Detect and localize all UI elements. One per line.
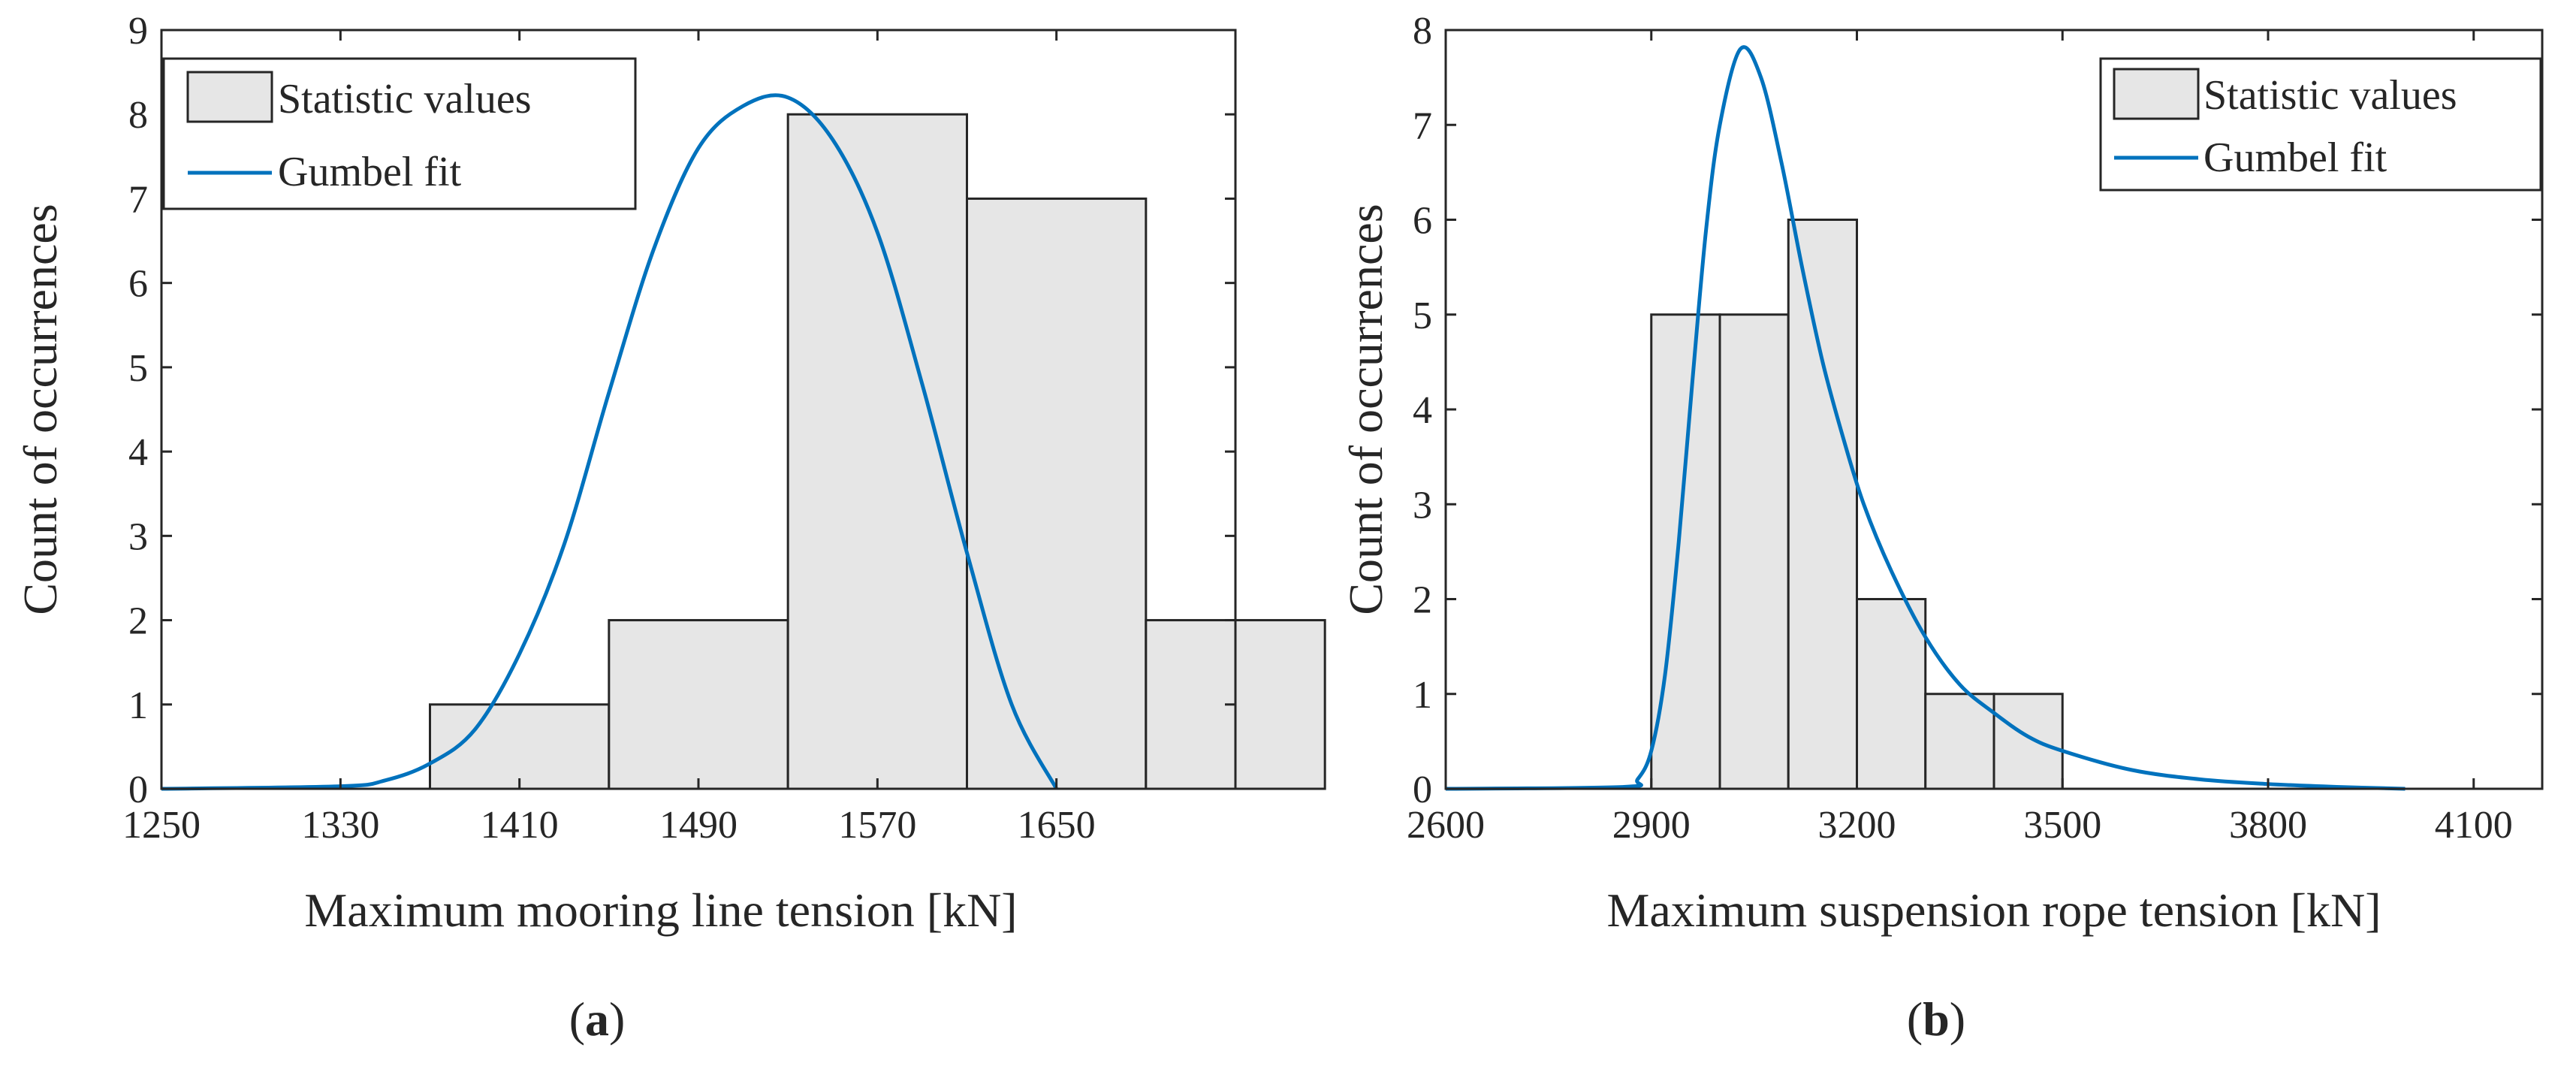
- x-axis-label: Maximum mooring line tension [kN]: [304, 883, 1017, 937]
- y-tick-label: 5: [128, 347, 148, 390]
- histogram-bar: [1924, 693, 1995, 790]
- y-tick-label: 4: [1413, 389, 1432, 432]
- x-tick-label: 2600: [1407, 804, 1485, 847]
- legend-histogram-label: Statistic values: [2203, 72, 2457, 119]
- caption-close-paren: ): [1950, 992, 1965, 1046]
- y-tick-label: 3: [1413, 484, 1432, 527]
- y-tick-label: 6: [128, 263, 148, 306]
- y-tick-label: 1: [128, 684, 148, 727]
- chart-panel-b: 0 1 2 3 4 5 6 7 8 2600 2900 3200 3500 3800 4100 Count…: [1339, 10, 2544, 1046]
- x-tick-label: 1490: [659, 804, 738, 847]
- x-tick-label: 4100: [2435, 804, 2513, 847]
- y-tick-label: 4: [128, 431, 148, 474]
- caption-open-paren: (: [569, 992, 585, 1046]
- x-tick-label: 1650: [1018, 804, 1096, 847]
- x-axis-ticks: 1250 1330 1410 1490 1570 1650: [122, 30, 1096, 847]
- y-tick-label: 9: [128, 10, 148, 53]
- x-tick-label: 3200: [1818, 804, 1896, 847]
- y-tick-label: 7: [1413, 104, 1432, 147]
- legend-line-label: Gumbel fit: [2203, 134, 2387, 181]
- histogram-bar: [1718, 313, 1790, 790]
- y-tick-label: 2: [1413, 579, 1432, 622]
- y-tick-label: 0: [128, 769, 148, 811]
- histogram-bar: [966, 197, 1148, 790]
- legend-histogram-swatch: [2113, 68, 2200, 120]
- y-axis-ticks: 0 1 2 3 4 5 6 7 8: [1413, 10, 2542, 811]
- legend: Statistic values Gumbel fit: [162, 57, 637, 210]
- y-axis-ticks: 0 1 2 3 4 5 6 7 8 9: [128, 10, 1235, 811]
- x-axis-label: Maximum suspension rope tension [kN]: [1607, 883, 2381, 937]
- x-tick-label: 2900: [1612, 804, 1691, 847]
- y-tick-label: 5: [1413, 294, 1432, 337]
- y-tick-label: 6: [1413, 200, 1432, 243]
- caption-open-paren: (: [1907, 992, 1923, 1046]
- caption-letter: a: [585, 992, 609, 1046]
- x-tick-label: 1570: [838, 804, 916, 847]
- gumbel-fit-curve: [1445, 45, 2406, 791]
- histogram-bar: [1992, 693, 2064, 790]
- x-tick-label: 3800: [2229, 804, 2307, 847]
- histogram-bar: [1856, 598, 1927, 790]
- y-tick-label: 3: [128, 515, 148, 558]
- y-tick-label: 8: [1413, 10, 1432, 53]
- y-tick-label: 8: [128, 94, 148, 137]
- legend-histogram-swatch: [186, 71, 273, 123]
- histogram-bar: [608, 619, 789, 790]
- x-axis-ticks: 2600 2900 3200 3500 3800 4100: [1407, 30, 2513, 847]
- x-tick-label: 3500: [2023, 804, 2101, 847]
- x-tick-label: 1330: [301, 804, 379, 847]
- y-axis-label: Count of occurrences: [14, 204, 67, 615]
- caption-letter: b: [1923, 992, 1950, 1046]
- gumbel-fit-curve: [161, 93, 1058, 791]
- legend-histogram-label: Statistic values: [278, 76, 532, 122]
- chart-panel-a: 0 1 2 3 4 5 6 7 8 9 1250 1330 1410 1490 1570 1650 Coun…: [14, 10, 1326, 1046]
- subplot-caption: (b): [1907, 992, 1965, 1046]
- y-tick-label: 2: [128, 600, 148, 643]
- x-tick-label: 1410: [481, 804, 559, 847]
- subplot-caption: (a): [569, 992, 626, 1046]
- y-tick-label: 7: [128, 178, 148, 221]
- caption-close-paren: ): [609, 992, 625, 1046]
- y-tick-label: 1: [1413, 674, 1432, 717]
- histogram-bar: [786, 113, 968, 790]
- histogram-bars: [429, 113, 1326, 790]
- histogram-bar: [1787, 219, 1858, 790]
- legend-line-label: Gumbel fit: [278, 149, 462, 195]
- histogram-bar: [1650, 313, 1721, 790]
- y-axis-label: Count of occurrences: [1339, 204, 1392, 615]
- y-tick-label: 0: [1413, 769, 1432, 811]
- legend: Statistic values Gumbel fit: [2099, 57, 2542, 192]
- x-tick-label: 1250: [122, 804, 201, 847]
